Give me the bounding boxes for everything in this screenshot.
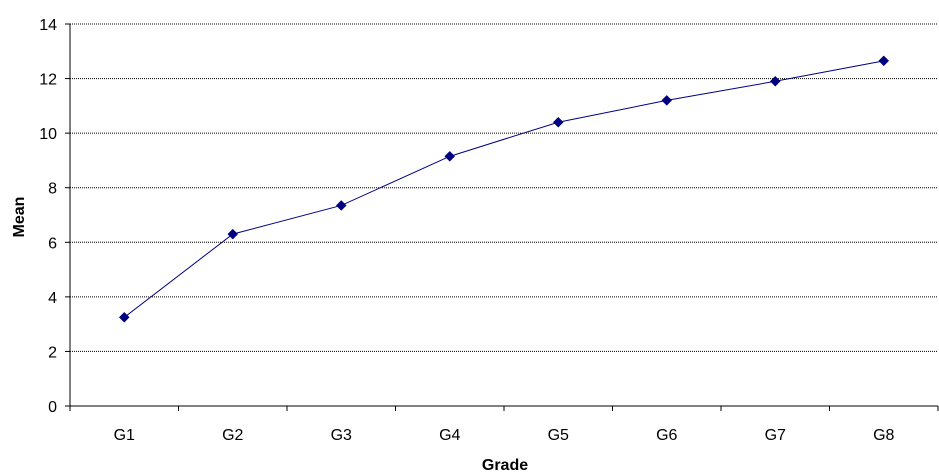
y-tick-label: 4 — [48, 290, 57, 307]
x-tick-label: G5 — [548, 427, 569, 444]
data-point-marker — [444, 150, 456, 162]
series-group — [118, 55, 890, 323]
x-tick-label: G4 — [439, 427, 460, 444]
data-point-marker — [878, 55, 890, 67]
x-tick-label: G6 — [656, 427, 677, 444]
y-tick-label: 2 — [48, 344, 57, 361]
x-tick-label: G2 — [222, 427, 243, 444]
x-tick-label: G3 — [331, 427, 352, 444]
y-tick-label: 8 — [48, 181, 57, 198]
y-tick-label: 6 — [48, 235, 57, 252]
x-axis-title: Grade — [482, 457, 528, 474]
y-axis-ticks: 0 2 4 6 8 10 12 14 — [39, 17, 70, 416]
x-tick-label: G7 — [765, 427, 786, 444]
y-tick-label: 0 — [48, 399, 57, 416]
data-point-marker — [552, 116, 564, 128]
x-axis-ticks: G1 G2 G3 G4 G5 G6 G7 G8 — [69, 406, 939, 444]
y-axis-title: Mean — [11, 197, 28, 238]
gridlines — [70, 23, 938, 352]
y-tick-label: 12 — [39, 72, 57, 89]
x-tick-label: G8 — [873, 427, 894, 444]
series-line — [123, 60, 884, 318]
axes — [69, 24, 938, 407]
y-tick-label: 14 — [39, 17, 57, 34]
data-point-marker — [661, 95, 673, 106]
y-tick-label: 10 — [39, 126, 57, 143]
data-point-marker — [335, 200, 347, 211]
data-point-marker — [769, 75, 781, 87]
x-tick-label: G1 — [114, 427, 135, 444]
data-point-marker — [227, 228, 239, 240]
data-point-marker — [118, 311, 130, 323]
